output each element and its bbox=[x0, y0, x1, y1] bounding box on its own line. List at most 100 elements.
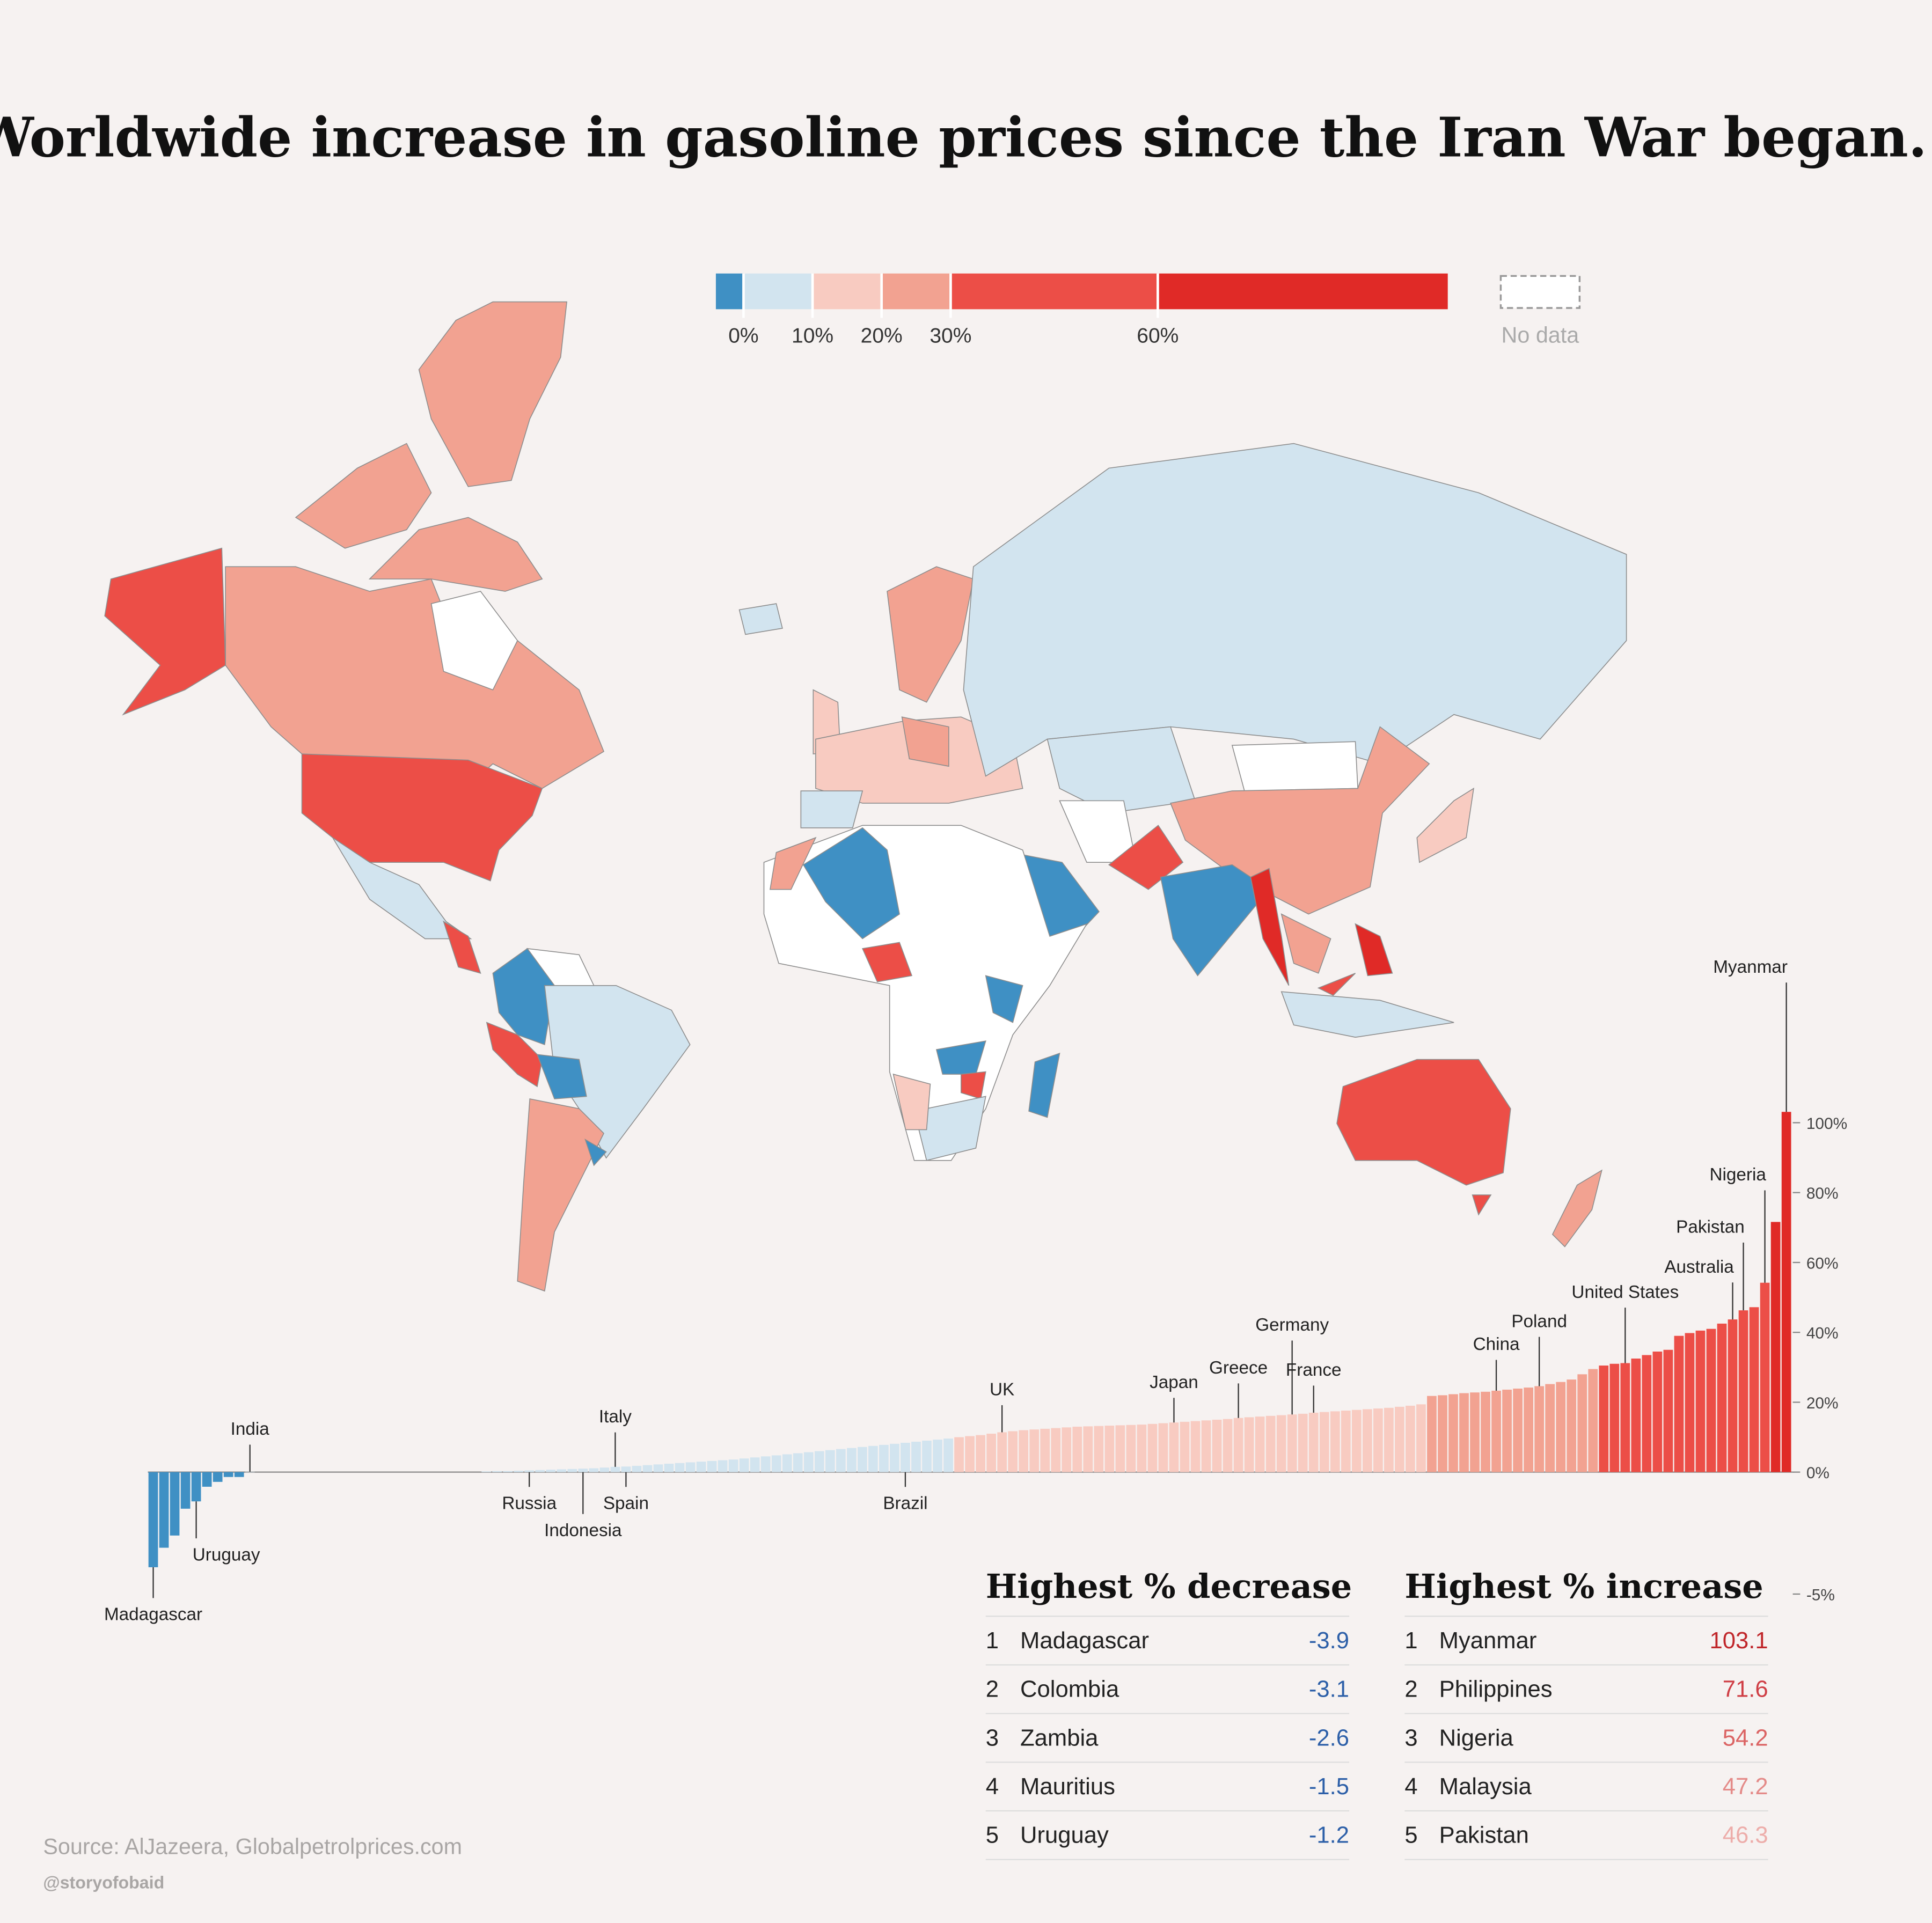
bar bbox=[879, 1444, 889, 1472]
bar bbox=[1599, 1366, 1609, 1472]
bar bbox=[846, 1448, 857, 1472]
bar bbox=[1545, 1384, 1555, 1472]
bar bbox=[1019, 1430, 1029, 1472]
credit: @storyofobaid bbox=[43, 1873, 164, 1892]
bar-label: Uruguay bbox=[193, 1545, 260, 1565]
bar-label: Italy bbox=[599, 1407, 632, 1427]
bar bbox=[1287, 1414, 1297, 1472]
rank: 1 bbox=[1404, 1628, 1417, 1654]
bar bbox=[1319, 1412, 1329, 1472]
country: Colombia bbox=[1020, 1677, 1119, 1702]
bar bbox=[1470, 1392, 1480, 1472]
rank: 2 bbox=[986, 1677, 999, 1702]
bar bbox=[1588, 1369, 1598, 1472]
legend-label: 60% bbox=[1137, 324, 1179, 347]
bar-label: UK bbox=[990, 1380, 1014, 1400]
value: -3.1 bbox=[1309, 1677, 1349, 1702]
bar-label: Brazil bbox=[883, 1494, 927, 1514]
bar bbox=[213, 1472, 223, 1482]
bar bbox=[1190, 1421, 1201, 1472]
bar bbox=[1406, 1405, 1415, 1472]
value: 71.6 bbox=[1723, 1677, 1768, 1702]
bar bbox=[578, 1469, 588, 1472]
tables: Highest % decrease 1 Madagascar -3.9 2 Colomb… bbox=[985, 1567, 1768, 1860]
bar bbox=[1104, 1426, 1115, 1472]
bar bbox=[610, 1466, 620, 1472]
bar bbox=[653, 1464, 663, 1472]
bar bbox=[1094, 1426, 1104, 1472]
bar bbox=[180, 1472, 191, 1509]
rank: 4 bbox=[1404, 1774, 1417, 1800]
y-tick-label: 80% bbox=[1806, 1185, 1839, 1202]
bar bbox=[943, 1438, 953, 1472]
bar-label: Myanmar bbox=[1713, 957, 1788, 977]
rank: 4 bbox=[986, 1774, 999, 1800]
country: Uruguay bbox=[1020, 1823, 1109, 1848]
bar bbox=[546, 1470, 556, 1472]
bar bbox=[1083, 1426, 1093, 1472]
value: 54.2 bbox=[1723, 1725, 1768, 1751]
bar bbox=[1212, 1419, 1222, 1472]
bar bbox=[1459, 1393, 1469, 1472]
legend-swatch bbox=[715, 273, 744, 310]
legend-swatch bbox=[744, 273, 813, 310]
bar bbox=[1781, 1112, 1791, 1472]
bar bbox=[1577, 1374, 1587, 1472]
bar-label: Germany bbox=[1255, 1315, 1329, 1335]
bar-label: India bbox=[231, 1419, 270, 1439]
bar bbox=[1609, 1363, 1620, 1472]
table-title: Highest % increase bbox=[1404, 1567, 1763, 1606]
bar bbox=[1416, 1404, 1426, 1472]
bar bbox=[524, 1470, 535, 1472]
bar bbox=[1728, 1319, 1738, 1472]
bar bbox=[1706, 1329, 1716, 1472]
bar bbox=[696, 1462, 706, 1472]
bar bbox=[782, 1454, 792, 1472]
country: Myanmar bbox=[1439, 1628, 1537, 1654]
legend-swatch bbox=[1159, 273, 1448, 310]
bar bbox=[890, 1443, 899, 1472]
bar bbox=[739, 1458, 749, 1472]
rank: 2 bbox=[1404, 1677, 1417, 1702]
table-title: Highest % decrease bbox=[986, 1567, 1352, 1606]
bar bbox=[664, 1464, 674, 1472]
bar bbox=[514, 1471, 524, 1472]
bar bbox=[159, 1472, 169, 1548]
chart-title: Worldwide increase in gasoline prices si… bbox=[0, 106, 1927, 170]
legend: 0% 10% 20% 30% 60% No data bbox=[715, 273, 1581, 347]
bar bbox=[1169, 1422, 1179, 1472]
bar bbox=[1438, 1395, 1447, 1472]
bar bbox=[954, 1437, 964, 1472]
bar bbox=[492, 1471, 502, 1472]
bar bbox=[1685, 1333, 1695, 1472]
bar bbox=[793, 1453, 803, 1472]
bar bbox=[803, 1452, 814, 1472]
bar bbox=[1738, 1310, 1748, 1472]
bar-label: Indonesia bbox=[544, 1521, 622, 1540]
bar bbox=[1115, 1425, 1125, 1472]
legend-label: 0% bbox=[728, 324, 758, 347]
bar bbox=[1770, 1222, 1781, 1472]
bar bbox=[1147, 1423, 1158, 1472]
rank: 3 bbox=[1404, 1725, 1417, 1751]
legend-swatch bbox=[814, 273, 882, 310]
bar bbox=[567, 1469, 577, 1472]
bar-label: United States bbox=[1571, 1282, 1679, 1302]
bar bbox=[760, 1456, 771, 1472]
y-tick-label: 0% bbox=[1806, 1464, 1829, 1482]
value: -2.6 bbox=[1309, 1725, 1349, 1751]
bar bbox=[1502, 1389, 1512, 1472]
legend-swatch bbox=[952, 273, 1158, 310]
bar bbox=[148, 1472, 158, 1567]
bar bbox=[1158, 1423, 1168, 1472]
bar bbox=[1265, 1415, 1276, 1472]
legend-label: 20% bbox=[861, 324, 903, 347]
bar bbox=[1029, 1429, 1040, 1472]
value: -1.5 bbox=[1309, 1774, 1349, 1800]
bar bbox=[1223, 1419, 1233, 1472]
bar bbox=[1276, 1415, 1286, 1472]
bar bbox=[1072, 1427, 1082, 1472]
bar bbox=[1524, 1388, 1533, 1472]
y-tick-label: 20% bbox=[1806, 1394, 1839, 1412]
bar bbox=[1341, 1411, 1351, 1472]
